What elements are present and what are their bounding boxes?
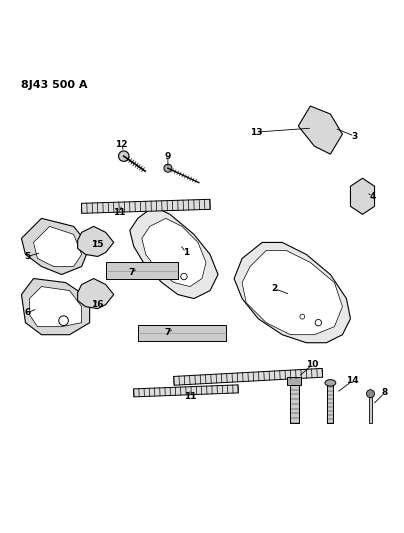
Polygon shape: [298, 106, 343, 154]
Polygon shape: [78, 279, 114, 309]
Text: 11: 11: [184, 392, 196, 401]
Circle shape: [170, 270, 174, 275]
Polygon shape: [174, 368, 323, 385]
Text: 4: 4: [369, 192, 376, 201]
Text: 11: 11: [114, 208, 126, 217]
Text: 8: 8: [381, 389, 388, 398]
Polygon shape: [130, 206, 218, 298]
Circle shape: [118, 151, 129, 161]
Circle shape: [181, 273, 187, 280]
Text: 9: 9: [165, 152, 171, 160]
Polygon shape: [142, 219, 206, 287]
Polygon shape: [234, 243, 350, 343]
Text: 6: 6: [24, 308, 31, 317]
Text: 15: 15: [91, 240, 104, 249]
Text: 13: 13: [250, 127, 263, 136]
Text: 12: 12: [116, 140, 128, 149]
Text: 14: 14: [346, 376, 359, 385]
Circle shape: [315, 319, 322, 326]
Polygon shape: [34, 227, 82, 266]
Polygon shape: [350, 178, 375, 214]
Text: 3: 3: [351, 132, 358, 141]
Text: 7: 7: [165, 328, 171, 337]
Text: 1: 1: [183, 248, 189, 257]
Bar: [287, 377, 301, 385]
Text: 7: 7: [128, 268, 135, 277]
Polygon shape: [134, 385, 238, 397]
Circle shape: [59, 316, 68, 326]
Ellipse shape: [325, 379, 336, 386]
Polygon shape: [21, 279, 90, 335]
Polygon shape: [21, 219, 90, 274]
Text: 5: 5: [24, 252, 31, 261]
Text: 10: 10: [306, 360, 318, 369]
Text: 8J43 500 A: 8J43 500 A: [21, 80, 88, 90]
Bar: [369, 397, 372, 423]
Bar: [290, 385, 299, 423]
Polygon shape: [106, 262, 178, 279]
Bar: [327, 383, 333, 423]
Polygon shape: [242, 251, 343, 335]
Polygon shape: [82, 199, 210, 213]
Circle shape: [164, 164, 172, 172]
Polygon shape: [29, 287, 82, 327]
Circle shape: [300, 314, 305, 319]
Text: 2: 2: [271, 284, 277, 293]
Polygon shape: [78, 227, 114, 256]
Text: 16: 16: [91, 300, 104, 309]
Circle shape: [366, 390, 375, 398]
Polygon shape: [138, 325, 226, 341]
